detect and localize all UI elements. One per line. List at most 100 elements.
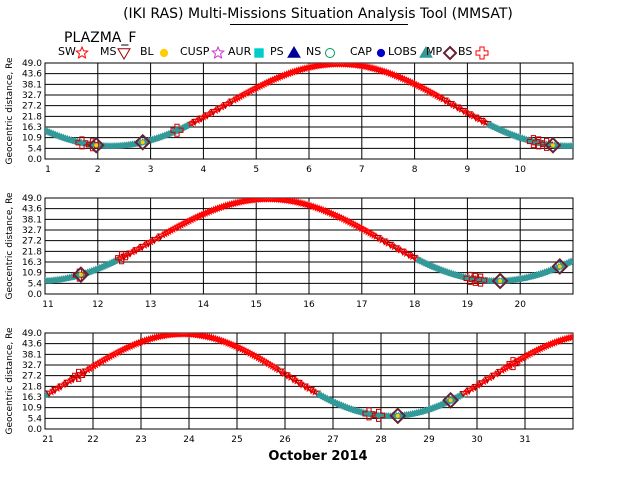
- magenta-star-icon-shape: [211, 45, 225, 59]
- magenta-star-icon: [211, 45, 225, 59]
- legend-label: BL: [140, 45, 154, 58]
- bl-point: [395, 413, 400, 418]
- bs-crossing: [532, 136, 546, 150]
- navy-triangle-icon: [287, 46, 301, 58]
- x-tick-label: 22: [87, 435, 98, 445]
- legend-label: PS: [270, 45, 284, 58]
- bs-crossing: [474, 273, 488, 287]
- panel-3: 0.05.410.916.321.827.232.738.143.649.0 21…: [5, 327, 574, 445]
- red-star-icon: [75, 45, 89, 59]
- x-tick-label: 28: [375, 435, 387, 445]
- y-tick-label: 0.0: [28, 425, 43, 435]
- ms-point: [471, 114, 480, 122]
- x-tick-label: 15: [250, 300, 261, 310]
- sw-point: [294, 198, 303, 207]
- x-tick-label: 29: [423, 435, 435, 445]
- mp-crossing: [442, 391, 460, 409]
- blue-dot-icon: [376, 48, 386, 58]
- red-star-icon-shape: [75, 45, 89, 59]
- teal-triangle-icon-shape: [419, 46, 433, 58]
- dark-diamond-icon-shape: [442, 45, 458, 61]
- legend-label: CAP: [350, 45, 372, 58]
- x-tick-label: 5: [253, 165, 259, 175]
- y-tick-label: 32.7: [22, 361, 42, 371]
- y-axis-label: Geocentric distance, Re: [5, 57, 15, 164]
- bs-crossing: [372, 408, 386, 422]
- sw-point: [359, 63, 368, 70]
- sw-point: [195, 333, 204, 339]
- sw-point: [284, 198, 293, 204]
- legend-item-aur: AUR: [228, 45, 264, 58]
- x-tick-label: 21: [42, 435, 53, 445]
- bs-crossing: [75, 136, 89, 150]
- sw-point: [288, 198, 297, 205]
- mp-crossing: [491, 272, 509, 290]
- mp-crossing: [134, 133, 152, 151]
- sw-point: [355, 63, 364, 70]
- y-tick-label: 49.0: [22, 59, 42, 69]
- y-tick-label: 27.2: [22, 102, 42, 112]
- y-tick-label: 32.7: [22, 91, 42, 101]
- x-tick-label: 7: [359, 165, 365, 175]
- x-tick-label: 17: [356, 300, 367, 310]
- mp-crossing: [389, 407, 407, 425]
- y-tick-label: 38.1: [22, 215, 42, 225]
- y-tick-label: 38.1: [22, 80, 42, 90]
- mp-crossing: [87, 136, 105, 154]
- legend-label: NS: [306, 45, 322, 58]
- sw-point: [568, 333, 573, 341]
- x-tick-label: 2: [95, 165, 101, 175]
- x-tick-label: 26: [279, 435, 291, 445]
- sw-point: [349, 63, 358, 69]
- cyan-square-icon-shape: [254, 48, 264, 58]
- x-tick-label: 9: [465, 165, 471, 175]
- y-tick-label: 10.9: [22, 404, 42, 414]
- sw-point: [280, 198, 289, 204]
- bl-point: [78, 272, 83, 277]
- y-tick-label: 5.4: [28, 279, 43, 289]
- x-tick-label: 14: [198, 300, 210, 310]
- blue-dot-icon-shape: [376, 48, 386, 58]
- cyan-square-icon: [254, 48, 264, 58]
- navy-triangle-icon-shape: [287, 46, 301, 58]
- legend-item-bl: BL: [140, 45, 169, 58]
- lobs-point: [569, 141, 573, 149]
- x-tick-label: 1: [45, 165, 51, 175]
- bs-crossing: [170, 123, 184, 137]
- x-tick-label: 10: [514, 165, 526, 175]
- x-tick-label: 13: [145, 300, 156, 310]
- x-tick-label: 8: [412, 165, 418, 175]
- window-title: (IKI RAS) Multi-Missions Situation Analy…: [123, 6, 513, 22]
- green-circle-icon: [325, 48, 335, 58]
- x-tick-label: 27: [327, 435, 338, 445]
- red-cross-icon: [475, 46, 489, 60]
- ms-point: [410, 255, 419, 262]
- orbit-trace: [45, 198, 573, 290]
- legend-item-ms: MS: [100, 45, 131, 60]
- y-tick-label: 21.8: [22, 382, 42, 392]
- bl-point: [140, 140, 145, 145]
- y-tick-label: 43.6: [22, 70, 42, 80]
- y-tick-label: 0.0: [28, 155, 43, 165]
- y-tick-label: 49.0: [22, 194, 42, 204]
- bl-point: [557, 264, 562, 269]
- orbit-trace: [45, 63, 573, 154]
- bl-point: [94, 143, 99, 148]
- x-tick-label: 6: [306, 165, 312, 175]
- legend-item-cusp: CUSP: [180, 45, 225, 59]
- mp-crossing: [544, 136, 562, 154]
- legend-label: BS: [458, 45, 473, 58]
- bs-crossing: [115, 251, 129, 265]
- legend-item-ns: NS: [306, 45, 335, 58]
- legend-label: LOBS: [388, 45, 417, 58]
- y-tick-label: 27.2: [22, 237, 42, 247]
- bl-point: [550, 143, 555, 148]
- x-tick-label: 23: [135, 435, 146, 445]
- y-tick-label: 0.0: [28, 290, 43, 300]
- legend-label: AUR: [228, 45, 252, 58]
- y-tick-label: 5.4: [28, 144, 43, 154]
- y-tick-label: 38.1: [22, 350, 42, 360]
- x-tick-label: 30: [471, 435, 483, 445]
- bl-point: [498, 279, 503, 284]
